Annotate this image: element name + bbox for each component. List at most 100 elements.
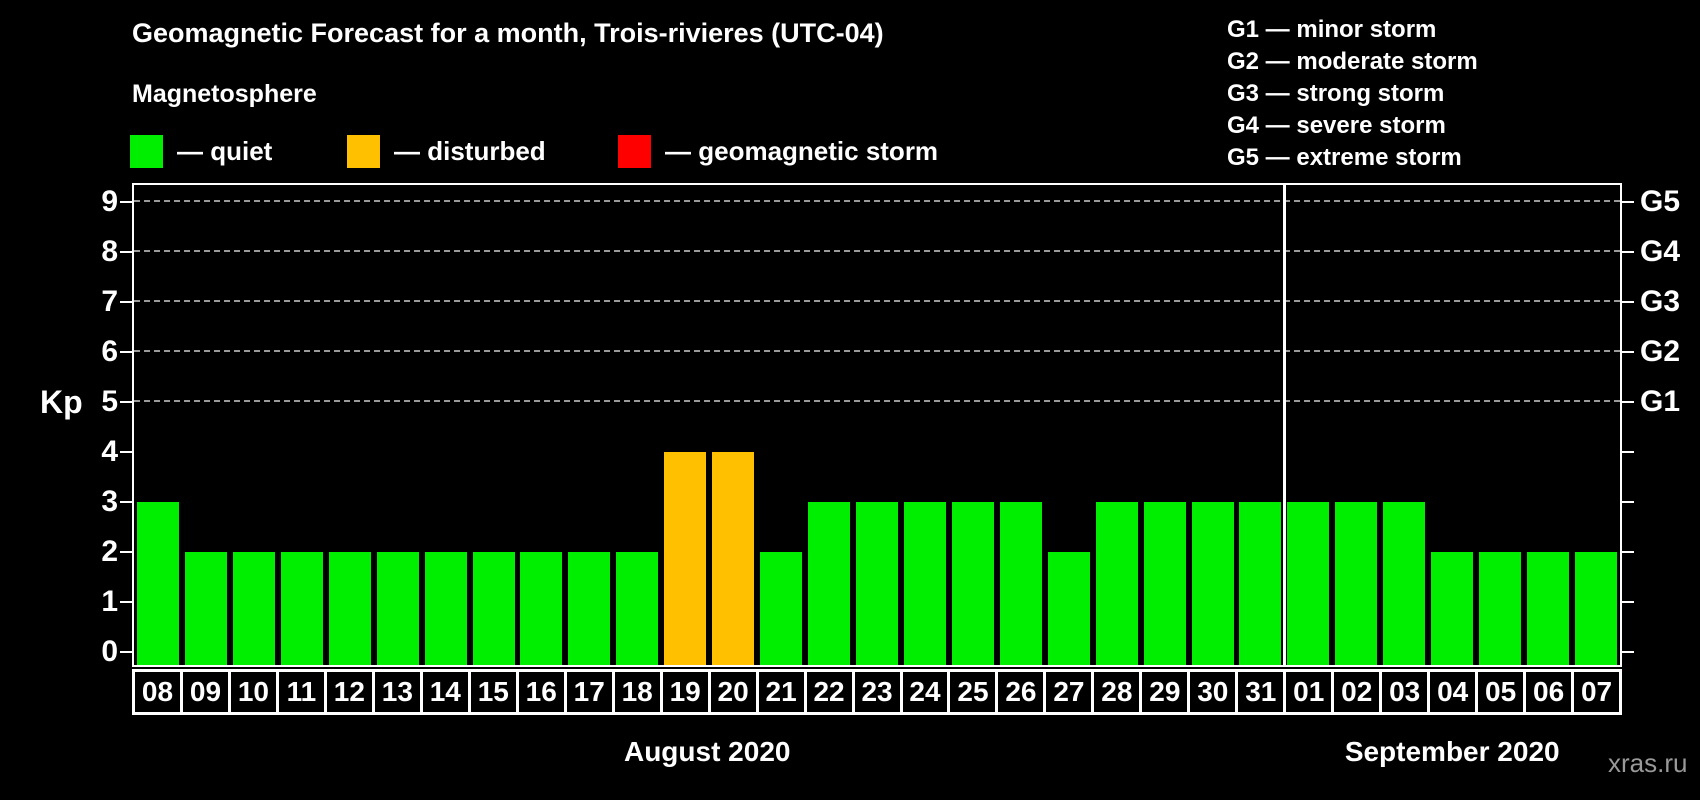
- right-tick-9: [1622, 201, 1634, 203]
- y-tick-label-5: 5: [101, 385, 118, 418]
- day-label-05: 05: [1475, 669, 1527, 715]
- month-boundary-line: [1282, 185, 1286, 665]
- right-tick-8: [1622, 251, 1634, 253]
- day-label-29: 29: [1139, 669, 1191, 715]
- day-label-12: 12: [323, 669, 375, 715]
- right-tick-3: [1622, 501, 1634, 503]
- day-label-20: 20: [707, 669, 759, 715]
- g-legend-line-4: G4 — severe storm: [1227, 112, 1446, 139]
- day-label-27: 27: [1043, 669, 1095, 715]
- kp-bar-day-16: [520, 552, 563, 665]
- day-label-15: 15: [467, 669, 519, 715]
- kp-bar-day-30: [1191, 502, 1234, 665]
- kp-bar-day-04: [1431, 552, 1474, 665]
- g-legend-line-3: G3 — strong storm: [1227, 80, 1445, 107]
- kp-bar-day-28: [1095, 502, 1138, 665]
- y-tick-7: [120, 301, 132, 303]
- kp-bar-day-03: [1383, 502, 1426, 665]
- gridline-kp7: [134, 300, 1620, 302]
- right-axis-label-g4: G4: [1640, 235, 1681, 268]
- right-tick-6: [1622, 351, 1634, 353]
- day-label-03: 03: [1379, 669, 1431, 715]
- gridline-kp9: [134, 200, 1620, 202]
- y-tick-8: [120, 251, 132, 253]
- kp-bar-day-19: [664, 452, 707, 665]
- kp-bar-day-17: [568, 552, 611, 665]
- kp-bar-day-21: [760, 552, 803, 665]
- y-tick-label-4: 4: [101, 435, 118, 468]
- disturbed-swatch-icon: [347, 135, 380, 168]
- storm-swatch-icon: [618, 135, 651, 168]
- kp-bar-day-08: [136, 502, 179, 665]
- y-tick-6: [120, 351, 132, 353]
- right-axis-label-g1: G1: [1640, 385, 1681, 418]
- kp-bar-day-14: [424, 552, 467, 665]
- y-tick-label-2: 2: [101, 535, 118, 568]
- right-tick-1: [1622, 601, 1634, 603]
- y-tick-4: [120, 451, 132, 453]
- y-tick-2: [120, 551, 132, 553]
- g-legend-line-2: G2 — moderate storm: [1227, 48, 1478, 75]
- right-axis-label-g3: G3: [1640, 285, 1681, 318]
- kp-bar-day-13: [376, 552, 419, 665]
- day-label-11: 11: [275, 669, 327, 715]
- day-label-13: 13: [371, 669, 423, 715]
- kp-bar-day-05: [1479, 552, 1522, 665]
- kp-bar-day-18: [616, 552, 659, 665]
- day-label-30: 30: [1187, 669, 1239, 715]
- legend-item-storm: — geomagnetic storm: [618, 135, 938, 168]
- kp-bar-day-22: [808, 502, 851, 665]
- magnetosphere-label: Magnetosphere: [132, 80, 317, 108]
- quiet-swatch-icon: [130, 135, 163, 168]
- kp-bar-day-26: [999, 502, 1042, 665]
- kp-bar-day-23: [856, 502, 898, 665]
- day-label-07: 07: [1571, 669, 1623, 715]
- day-label-26: 26: [995, 669, 1047, 715]
- right-tick-5: [1622, 401, 1634, 403]
- month-label-august: August 2020: [623, 736, 791, 767]
- kp-bar-day-09: [184, 552, 227, 665]
- day-label-23: 23: [851, 669, 903, 715]
- day-label-16: 16: [515, 669, 567, 715]
- right-tick-0: [1622, 651, 1634, 653]
- y-tick-label-6: 6: [101, 335, 118, 368]
- legend-label: — quiet: [177, 136, 273, 166]
- right-tick-7: [1622, 301, 1634, 303]
- y-tick-label-7: 7: [101, 285, 118, 318]
- kp-bar-day-01: [1287, 502, 1330, 665]
- plot-area: [132, 183, 1622, 667]
- day-label-10: 10: [227, 669, 279, 715]
- y-tick-label-8: 8: [101, 235, 118, 268]
- y-tick-3: [120, 501, 132, 503]
- right-tick-2: [1622, 551, 1634, 553]
- chart-title: Geomagnetic Forecast for a month, Trois-…: [132, 18, 884, 48]
- day-label-18: 18: [611, 669, 663, 715]
- day-label-09: 09: [179, 669, 231, 715]
- kp-bar-day-15: [472, 552, 515, 665]
- watermark: xras.ru: [1608, 748, 1688, 778]
- kp-bar-day-12: [328, 552, 371, 665]
- kp-bar-day-31: [1239, 502, 1282, 665]
- day-label-24: 24: [899, 669, 951, 715]
- right-tick-4: [1622, 451, 1634, 453]
- day-label-02: 02: [1331, 669, 1383, 715]
- y-tick-1: [120, 601, 132, 603]
- day-label-31: 31: [1235, 669, 1287, 715]
- kp-bar-day-02: [1335, 502, 1378, 665]
- kp-bar-day-25: [951, 502, 994, 665]
- day-label-01: 01: [1283, 669, 1335, 715]
- right-axis-label-g5: G5: [1640, 185, 1681, 218]
- kp-bar-day-24: [903, 502, 946, 665]
- right-axis-label-g2: G2: [1640, 335, 1681, 368]
- legend-label: — geomagnetic storm: [665, 136, 939, 166]
- kp-bar-day-27: [1047, 552, 1090, 665]
- x-axis-day-labels: 08 09 10 11 12 13 14 15 16 17 18 19 20 21 22 23 24 25 26 27…: [132, 669, 1623, 715]
- day-label-19: 19: [659, 669, 711, 715]
- day-label-14: 14: [419, 669, 471, 715]
- kp-bar-day-10: [232, 552, 275, 665]
- g-scale-legend: G1 — minor storm G2 — moderate storm G3 — …: [1227, 14, 1478, 174]
- kp-bar-day-07: [1575, 552, 1618, 665]
- day-label-22: 22: [803, 669, 855, 715]
- gridline-kp6: [134, 350, 1620, 352]
